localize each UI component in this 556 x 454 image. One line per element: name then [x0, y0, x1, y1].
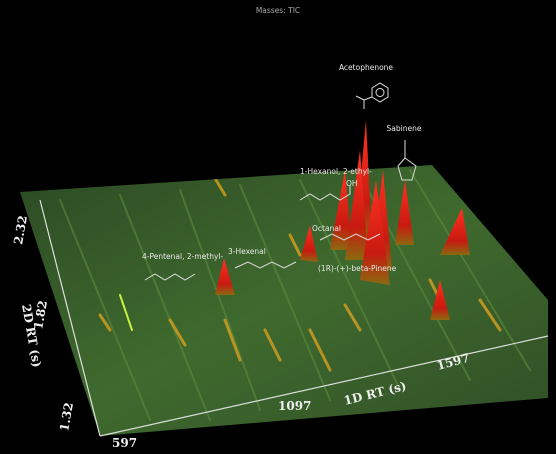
compound-label: 4-Pentenal, 2-methyl-	[142, 252, 223, 261]
compound-label: (1R)-(+)-beta-Pinene	[318, 264, 397, 273]
visualization: Masses: TIC	[0, 0, 556, 454]
x-tick-label: 597	[112, 436, 137, 450]
compound-label: 1-Hexanol, 2-ethyl-	[300, 167, 372, 176]
compound-label: OH	[346, 179, 358, 188]
compound-label: Acetophenone	[339, 63, 393, 72]
compound-label: 3-Hexenal	[228, 247, 266, 256]
compound-label: Sabinene	[387, 124, 422, 133]
x-tick-label: 1097	[278, 399, 311, 413]
compound-label: Octanal	[312, 224, 341, 233]
title: Masses: TIC	[256, 6, 300, 15]
